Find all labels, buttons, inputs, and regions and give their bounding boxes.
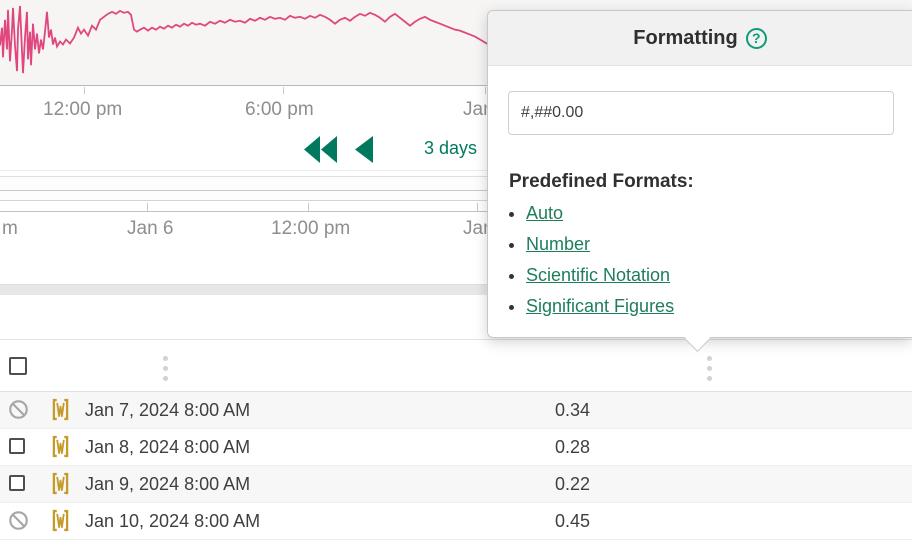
capsules-table-header: Start averageOpt	[0, 340, 912, 392]
averageopt-column-menu-icon[interactable]	[707, 356, 712, 386]
capsule-row[interactable]: Jan 10, 2024 8:00 AM 0.45	[0, 503, 912, 540]
format-link-scientific-notation[interactable]: Scientific Notation	[526, 265, 671, 285]
capsule-value: 0.34	[555, 400, 591, 420]
step-back-button[interactable]	[354, 136, 374, 168]
format-link-auto[interactable]: Auto	[526, 203, 564, 223]
capsule-value: 0.22	[555, 474, 591, 494]
axis-tick-label: Jan	[463, 218, 494, 239]
format-link-number[interactable]: Number	[526, 234, 591, 254]
capsule-row[interactable]: Jan 9, 2024 8:00 AM 0.22	[0, 466, 912, 503]
axis-tick-label: m	[2, 218, 18, 239]
axis-tick-label: 6:00 pm	[245, 99, 314, 120]
capsule-value: 0.45	[555, 511, 591, 531]
list-item: Significant Figures	[526, 296, 674, 317]
capsule-icon	[52, 509, 69, 532]
axis-tick	[283, 87, 284, 94]
display-range-label[interactable]: 3 days	[424, 138, 478, 158]
row-checkbox[interactable]	[9, 475, 25, 491]
capsule-start: Jan 9, 2024 8:00 AM	[85, 474, 251, 494]
capsule-start: Jan 7, 2024 8:00 AM	[85, 400, 251, 420]
axis-tick	[147, 203, 148, 211]
predefined-formats-list: Auto Number Scientific Notation Signific…	[526, 203, 674, 327]
step-back-fast-button[interactable]	[304, 136, 338, 168]
capsule-row[interactable]: Jan 8, 2024 8:00 AM 0.28	[0, 429, 912, 466]
divider	[0, 170, 912, 171]
format-link-significant-figures[interactable]: Significant Figures	[526, 296, 675, 316]
capsule-start: Jan 10, 2024 8:00 AM	[85, 511, 261, 531]
axis-tick-label: 12:00 pm	[271, 218, 351, 239]
capsule-icon	[52, 472, 69, 495]
signal-polyline	[0, 5, 496, 74]
axis-tick	[485, 87, 486, 94]
row-checkbox[interactable]	[9, 438, 25, 454]
capsule-row[interactable]: Jan 7, 2024 8:00 AM 0.34	[0, 392, 912, 429]
double-left-arrow-icon	[304, 136, 337, 163]
formatting-popup-header: Formatting ?	[488, 11, 912, 66]
capsule-start: Jan 8, 2024 8:00 AM	[85, 437, 251, 457]
format-string-input[interactable]	[508, 91, 894, 135]
ban-icon	[9, 511, 28, 530]
formatting-popup-title: Formatting	[633, 26, 738, 49]
select-all-checkbox[interactable]	[9, 357, 27, 375]
left-arrow-icon	[355, 136, 373, 163]
list-item: Scientific Notation	[526, 265, 674, 286]
axis-tick-label: 12:00 pm	[43, 99, 123, 120]
start-column-menu-icon[interactable]	[163, 356, 168, 386]
navigator-axis-line	[0, 211, 912, 212]
capsule-icon	[52, 398, 69, 421]
lane-divider	[0, 284, 912, 295]
ban-icon	[9, 400, 28, 419]
axis-tick-label: Jan	[463, 99, 494, 120]
help-icon[interactable]: ?	[745, 27, 767, 49]
capsule-value: 0.28	[555, 437, 591, 457]
axis-tick	[84, 87, 85, 94]
trend-chart-svg	[0, 5, 496, 74]
list-item: Auto	[526, 203, 674, 224]
list-item: Number	[526, 234, 674, 255]
axis-tick-label: Jan 6	[127, 218, 174, 239]
axis-tick	[477, 203, 478, 211]
capsule-icon	[52, 435, 69, 458]
predefined-formats-heading: Predefined Formats:	[509, 171, 694, 192]
axis-tick	[308, 203, 309, 211]
formatting-popup: Formatting ? Predefined Formats: Auto Nu…	[487, 10, 912, 338]
